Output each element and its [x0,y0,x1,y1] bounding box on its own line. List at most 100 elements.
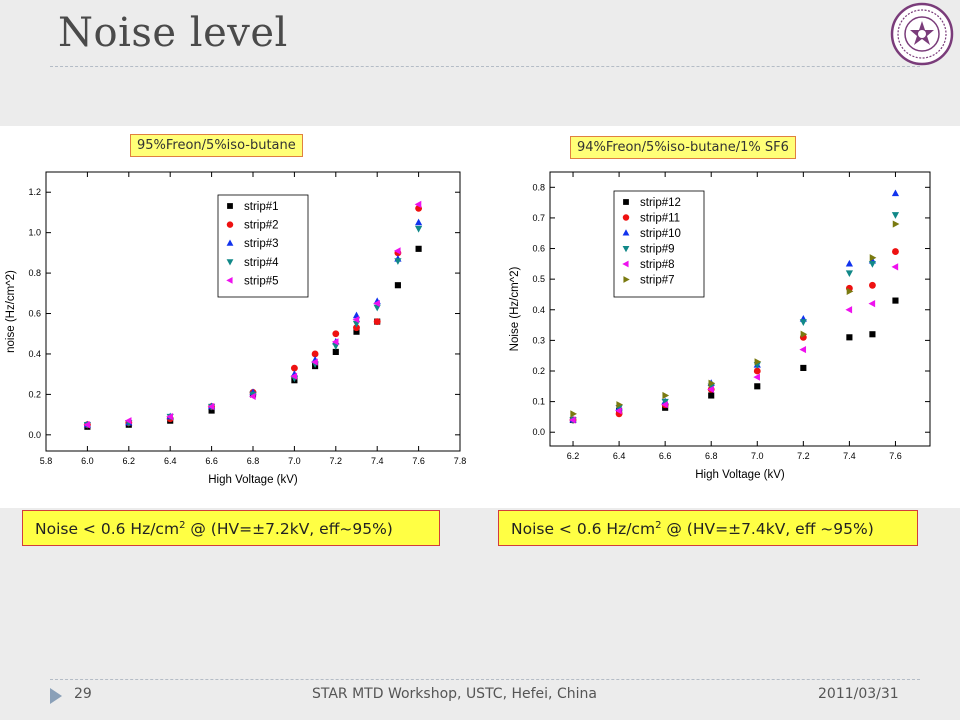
data-point [414,200,422,208]
data-point [373,299,380,308]
data-point [332,330,340,338]
y-tick-label: 0.0 [532,427,545,437]
data-point [415,218,423,226]
x-tick-label: 6.8 [247,456,260,466]
y-tick-label: 0.1 [532,397,545,407]
y-tick-label: 0.7 [532,213,545,223]
y-tick-label: 0.4 [532,305,545,315]
y-tick-label: 0.6 [28,309,41,319]
data-point [754,358,762,366]
data-point [311,350,319,358]
data-point [373,318,381,326]
x-tick-label: 6.4 [164,456,177,466]
x-tick-label: 7.6 [412,456,425,466]
data-point [869,331,876,338]
data-point [394,258,402,265]
data-point [290,364,298,372]
data-point [753,373,760,381]
y-tick-label: 0.5 [532,274,545,284]
series-strip5 [83,200,422,429]
footer-date: 2011/03/31 [818,686,899,702]
y-axis-label: Noise (Hz/cm^2) [509,267,521,352]
data-point [569,416,576,424]
x-axis-label: High Voltage (kV) [208,474,298,486]
data-point [845,306,853,314]
data-point [800,330,808,338]
charts-panel: 5.8 6.0 6.2 6.4 6.6 6.8 7.0 7.2 7.4 7.6 7.8 0.0 0.2 0… [0,126,960,508]
legend-marker [622,245,630,253]
y-tick-label: 1.2 [28,187,41,197]
x-tick-label: 6.0 [81,456,94,466]
x-tick-label: 7.4 [843,451,856,461]
legend-label: strip#5 [244,275,279,287]
y-tick-label: 1.0 [28,228,41,238]
left-noise-prefix: Noise < 0.6 Hz/cm [35,520,180,538]
data-point [166,413,173,421]
data-point [332,348,339,355]
legend-marker [622,214,630,221]
data-point [207,402,215,411]
data-point [800,364,807,371]
data-point [868,300,876,308]
x-tick-label: 6.4 [613,451,626,461]
slide-title: Noise level [58,10,288,56]
legend-marker [623,199,629,205]
left-noise-suffix: @ (HV=±7.2kV, eff~95%) [185,520,393,538]
x-tick-label: 7.0 [288,456,301,466]
page-number: 29 [74,686,92,702]
legend-marker [622,260,629,268]
data-point [799,319,807,326]
x-tick-label: 7.2 [797,451,810,461]
data-point [249,392,256,401]
left-noise-summary: Noise < 0.6 Hz/cm2 @ (HV=±7.2kV, eff~95%… [22,510,440,546]
data-point [393,247,401,255]
legend-marker [226,277,233,284]
data-point [868,261,877,268]
legend-marker [226,221,234,228]
right-noise-suffix: @ (HV=±7.4kV, eff ~95%) [661,520,874,538]
data-point [891,189,900,197]
legend-marker [622,229,630,236]
x-tick-label: 6.6 [659,451,672,461]
y-tick-label: 0.3 [532,335,545,345]
legend-label: strip#7 [640,275,675,287]
data-point [869,254,877,262]
right-noise-superscript: 2 [655,519,662,531]
left-noise-superscript: 2 [179,519,186,531]
x-tick-label: 7.6 [889,451,902,461]
y-tick-label: 0.2 [28,389,41,399]
legend-marker [226,239,234,246]
data-point [845,270,853,277]
data-point [353,324,360,332]
data-point [661,401,668,409]
data-point [753,367,761,375]
y-tick-label: 0.4 [28,349,41,359]
footer-event: STAR MTD Workshop, USTC, Hefei, China [312,686,597,702]
data-point [570,410,577,418]
y-tick-label: 0.8 [532,182,545,192]
data-point [311,358,318,366]
data-point [615,407,622,415]
data-point [415,245,422,252]
y-tick-label: 0.2 [532,366,545,376]
legend-marker [226,259,234,266]
legend-label: strip#11 [640,213,680,225]
data-point [754,383,761,390]
legend-label: strip#10 [640,228,681,240]
legend-label: strip#1 [244,201,279,213]
x-tick-label: 6.8 [705,451,718,461]
right-gas-mixture-label: 94%Freon/5%iso-butane/1% SF6 [570,136,796,159]
data-point [708,392,715,399]
series-strip8 [569,263,899,424]
right-noise-prefix: Noise < 0.6 Hz/cm [511,520,656,538]
data-point [708,379,716,387]
legend-marker [623,276,630,283]
legend-box [217,194,309,298]
data-point [799,345,807,354]
x-tick-label: 6.6 [205,456,218,466]
x-tick-label: 7.4 [371,456,384,466]
x-tick-label: 7.0 [751,451,764,461]
data-point [415,225,423,233]
data-point [124,417,132,425]
data-point [846,287,854,295]
